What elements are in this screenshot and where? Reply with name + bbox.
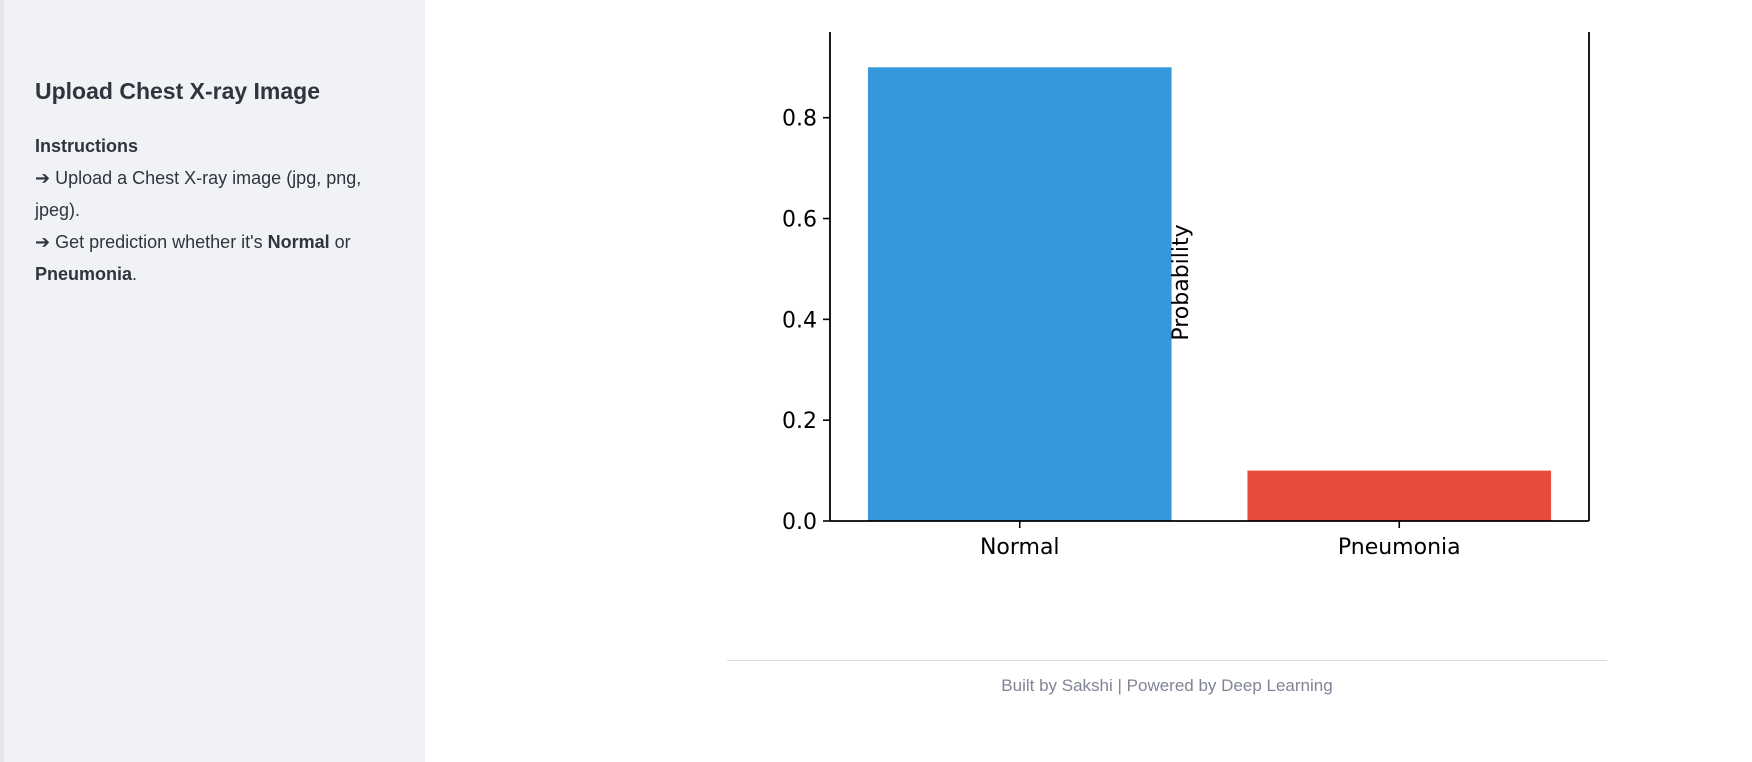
instruction-predict-prefix: ➔ Get prediction whether it's: [35, 232, 268, 252]
instruction-upload: ➔ Upload a Chest X-ray image (jpg, png, …: [35, 168, 362, 220]
instruction-or: or: [329, 232, 351, 252]
probability-bar-chart: Normal Pneumonia 0.0 0.2 0.4 0.6 0.8 Probabilit…: [782, 32, 1590, 560]
y-tick-label-3: 0.6: [782, 208, 817, 233]
instructions: Instructions ➔ Upload a Chest X-ray imag…: [35, 130, 395, 290]
bar-pneumonia: [1247, 470, 1552, 521]
y-tick-label-1: 0.2: [782, 409, 817, 434]
bar-normal: [867, 67, 1172, 521]
instruction-pneumonia: Pneumonia: [35, 264, 133, 284]
sidebar-title: Upload Chest X-ray Image: [35, 78, 321, 104]
x-tick-label-pneumonia: Pneumonia: [1338, 535, 1461, 560]
y-axis-label: Probability: [1169, 224, 1194, 340]
footer-text: Built by Sakshi | Powered by Deep Learni…: [1001, 676, 1333, 695]
instruction-suffix: .: [132, 264, 138, 284]
sidebar: Upload Chest X-ray Image Instructions ➔ …: [0, 0, 425, 762]
main-content: Normal Pneumonia 0.0 0.2 0.4 0.6 0.8 Probabilit…: [425, 0, 1752, 762]
instructions-heading: Instructions: [35, 136, 139, 156]
footer-divider: [727, 660, 1607, 661]
instruction-normal: Normal: [267, 232, 330, 252]
y-tick-label-2: 0.4: [782, 308, 817, 333]
y-tick-label-0: 0.0: [782, 510, 817, 535]
instruction-predict: ➔ Get prediction whether it's Normal or …: [35, 226, 395, 290]
x-tick-label-normal: Normal: [980, 535, 1060, 560]
y-tick-label-4: 0.8: [782, 107, 817, 132]
